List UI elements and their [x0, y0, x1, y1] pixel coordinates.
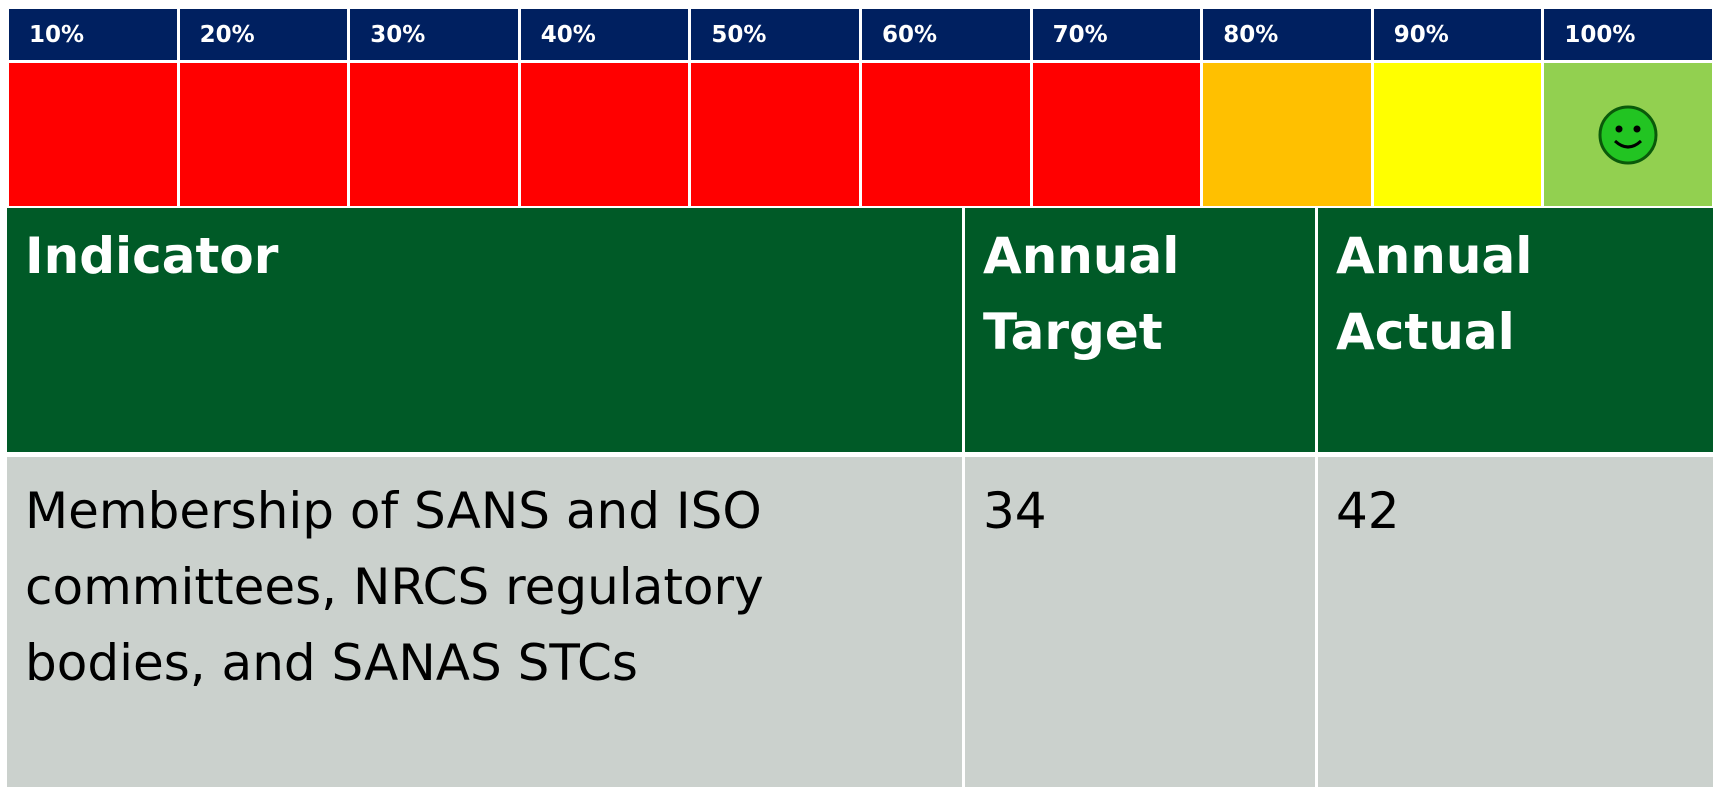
- cell-text: Membership of SANS and ISO committees, N…: [25, 482, 764, 692]
- scale-cell: [520, 63, 689, 206]
- scale-cell: [862, 63, 1030, 206]
- scale-label: 70%: [1032, 9, 1201, 60]
- scale-label: 30%: [350, 9, 518, 60]
- smiley-icon: [1598, 105, 1658, 164]
- scale-label: 40%: [520, 9, 689, 60]
- table-cell: 42: [1318, 457, 1713, 787]
- scale-label: 10%: [9, 9, 177, 60]
- scale-cell: [179, 63, 348, 206]
- scale-label: 60%: [862, 9, 1030, 60]
- header-cell: Annual Actual: [1318, 208, 1713, 452]
- scale-cell: [691, 63, 859, 206]
- scale-cell: [1032, 63, 1201, 206]
- table-cell: 34: [965, 457, 1315, 787]
- scale-label: 90%: [1373, 9, 1542, 60]
- header-text: Annual Actual: [1336, 227, 1533, 361]
- header-cell: Annual Target: [965, 208, 1315, 452]
- indicator-table: Indicator Annual Target Annual Actual Me…: [7, 208, 1713, 787]
- header-text: Annual Target: [983, 227, 1180, 361]
- scale-cell: [1373, 63, 1542, 206]
- table-cell: Membership of SANS and ISO committees, N…: [7, 457, 962, 787]
- scale-label: 20%: [179, 9, 348, 60]
- scale-label: 100%: [1544, 9, 1712, 60]
- header-cell: Indicator: [7, 208, 962, 452]
- scale-label: 50%: [691, 9, 859, 60]
- scale-label: 80%: [1203, 9, 1371, 60]
- scale-cell: [9, 63, 177, 206]
- scale-cell: [1544, 63, 1712, 206]
- scale-cell: [1203, 63, 1371, 206]
- percent-scale: 10% 20% 30% 40% 50% 60% 70% 80% 90% 100%: [9, 9, 1712, 206]
- scale-cell: [350, 63, 518, 206]
